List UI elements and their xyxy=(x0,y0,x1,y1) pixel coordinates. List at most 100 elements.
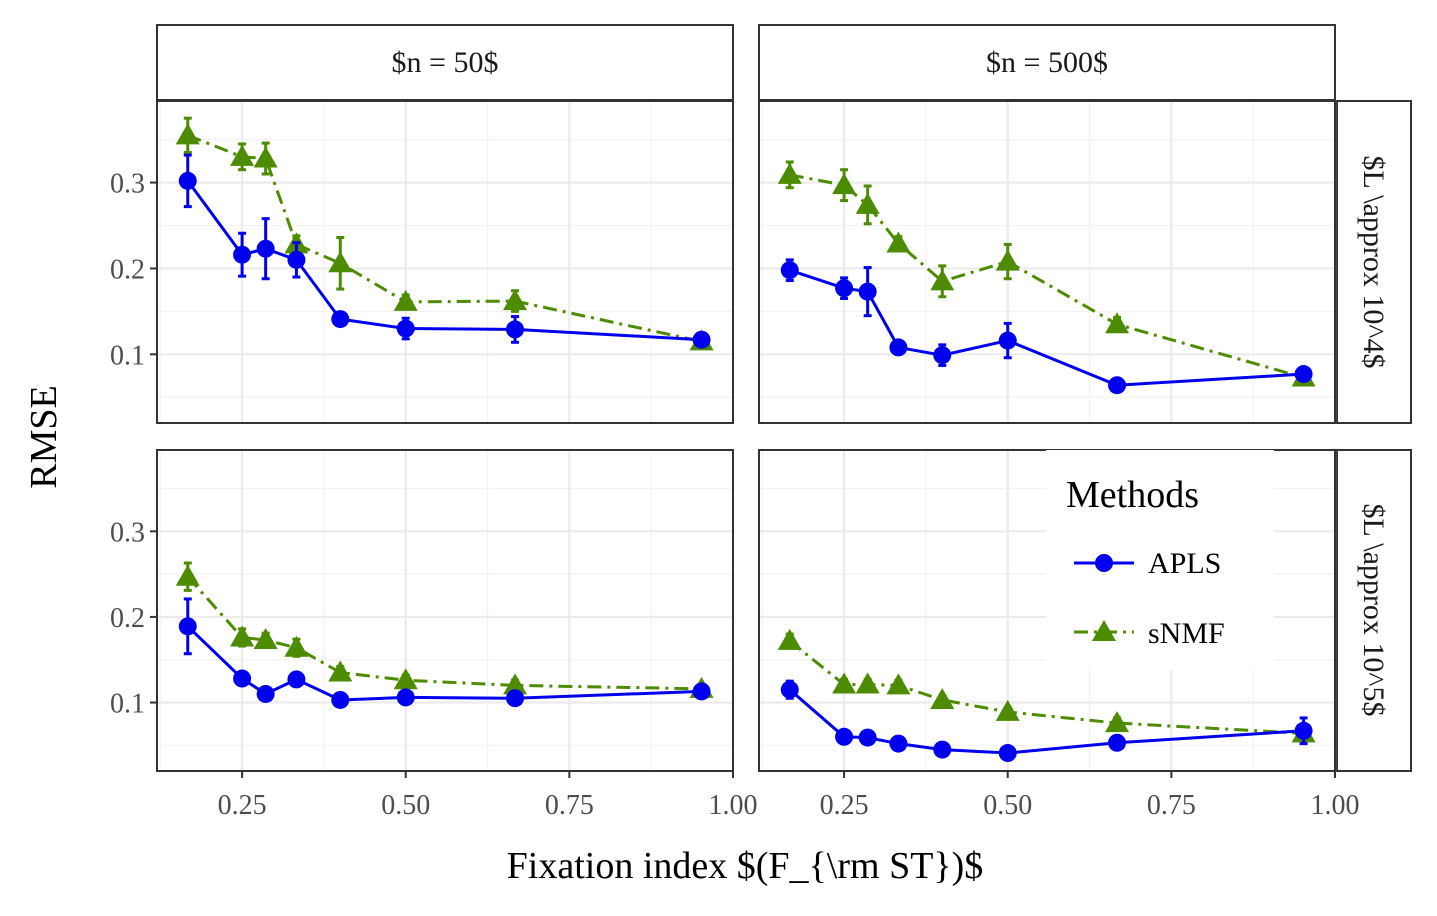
col-strip-n500-label: $n = 500$ xyxy=(986,46,1108,79)
point-snmf xyxy=(284,635,309,657)
legend-label-apls: APLS xyxy=(1148,547,1221,580)
point-apls xyxy=(506,320,525,339)
x-tick-label: 0.75 xyxy=(545,790,594,821)
point-apls xyxy=(256,684,275,703)
x-tick-label: 1.00 xyxy=(1311,790,1360,821)
x-tick-label: 1.00 xyxy=(709,790,758,821)
legend: Methods APLS sNMF xyxy=(1046,450,1274,670)
point-apls xyxy=(287,670,306,689)
panel-top-left xyxy=(156,100,735,424)
panel-border xyxy=(156,449,734,772)
point-snmf xyxy=(253,146,278,168)
point-apls xyxy=(889,338,908,357)
point-apls xyxy=(256,239,275,258)
point-apls xyxy=(233,245,252,264)
col-strip-n50-label: $n = 50$ xyxy=(392,46,499,79)
point-apls xyxy=(998,744,1017,763)
y-tick-label: 0.3 xyxy=(110,169,145,200)
legend-key-snmf xyxy=(1074,620,1134,641)
point-apls xyxy=(331,690,350,709)
point-snmf xyxy=(328,660,353,682)
panel-bottom-left xyxy=(156,449,735,772)
point-snmf xyxy=(175,564,200,586)
series-line-snmf xyxy=(788,639,1304,735)
point-apls xyxy=(331,310,350,329)
point-apls xyxy=(692,330,711,349)
legend-title: Methods xyxy=(1066,474,1199,516)
point-snmf xyxy=(253,628,278,650)
point-snmf xyxy=(1105,711,1130,733)
point-apls xyxy=(233,669,252,688)
x-axis-title: Fixation index $(F_{\rm ST})$ xyxy=(507,845,984,887)
point-apls xyxy=(933,740,952,759)
point-snmf xyxy=(230,625,255,647)
row-strip-L1e5-label: $L \approx 10^5$ xyxy=(1357,504,1390,717)
x-axis-ticks: 0.25 0.50 0.75 1.00 0.25 0.50 0.75 1.00 xyxy=(218,771,1360,821)
legend-marker xyxy=(1092,620,1116,641)
point-apls xyxy=(933,346,952,365)
x-tick-label: 0.25 xyxy=(218,790,267,821)
row-strip-L1e5: $L \approx 10^5$ xyxy=(1336,449,1412,772)
point-snmf xyxy=(503,673,528,695)
point-apls xyxy=(178,171,197,190)
legend-label-snmf: sNMF xyxy=(1148,617,1225,650)
x-tick-label: 0.50 xyxy=(983,790,1032,821)
panel-top-right xyxy=(758,100,1337,424)
legend-marker xyxy=(1095,554,1113,572)
point-apls xyxy=(1294,721,1313,740)
legend-key-apls xyxy=(1074,554,1134,572)
point-apls xyxy=(835,279,854,298)
point-apls xyxy=(287,250,306,269)
point-snmf xyxy=(777,162,802,184)
point-snmf xyxy=(930,687,955,709)
point-snmf xyxy=(1105,312,1130,334)
point-snmf xyxy=(328,251,353,273)
point-snmf xyxy=(930,269,955,291)
point-snmf xyxy=(886,673,911,695)
x-tick-label: 0.25 xyxy=(820,790,869,821)
point-snmf xyxy=(393,289,418,311)
y-tick-label: 0.1 xyxy=(110,689,145,720)
x-tick-label: 0.75 xyxy=(1147,790,1196,821)
point-apls xyxy=(506,689,525,708)
point-apls xyxy=(858,728,877,747)
x-tick-label: 0.50 xyxy=(381,790,430,821)
col-strip-n50: $n = 50$ xyxy=(156,24,734,101)
point-snmf xyxy=(777,628,802,650)
point-snmf xyxy=(855,192,880,214)
point-apls xyxy=(1108,376,1127,395)
point-apls xyxy=(835,727,854,746)
point-snmf xyxy=(995,249,1020,271)
y-tick-label: 0.2 xyxy=(110,254,145,285)
point-snmf xyxy=(230,144,255,166)
panel-background xyxy=(157,450,733,771)
point-apls xyxy=(858,282,877,301)
point-apls xyxy=(396,319,415,338)
point-apls xyxy=(692,682,711,701)
point-apls xyxy=(1294,365,1313,384)
point-apls xyxy=(1108,733,1127,752)
panel-background xyxy=(759,101,1335,423)
point-snmf xyxy=(886,231,911,253)
point-apls xyxy=(889,734,908,753)
point-apls xyxy=(780,261,799,280)
row-strip-L1e4-label: $L \approx 10^4$ xyxy=(1357,156,1390,369)
point-snmf xyxy=(832,672,857,694)
point-apls xyxy=(178,617,197,636)
point-snmf xyxy=(393,668,418,690)
point-snmf xyxy=(832,173,857,195)
point-apls xyxy=(780,680,799,699)
point-snmf xyxy=(855,672,880,694)
point-apls xyxy=(396,688,415,707)
point-snmf xyxy=(175,123,200,145)
y-tick-label: 0.2 xyxy=(110,603,145,634)
point-snmf xyxy=(503,289,528,311)
point-snmf xyxy=(995,699,1020,721)
panel-border xyxy=(758,100,1336,424)
y-tick-label: 0.3 xyxy=(110,517,145,548)
y-axis-ticks: 0.1 0.2 0.3 0.1 0.2 0.3 xyxy=(110,169,157,720)
point-apls xyxy=(998,331,1017,350)
row-strip-L1e4: $L \approx 10^4$ xyxy=(1336,100,1412,424)
y-tick-label: 0.1 xyxy=(110,340,145,371)
